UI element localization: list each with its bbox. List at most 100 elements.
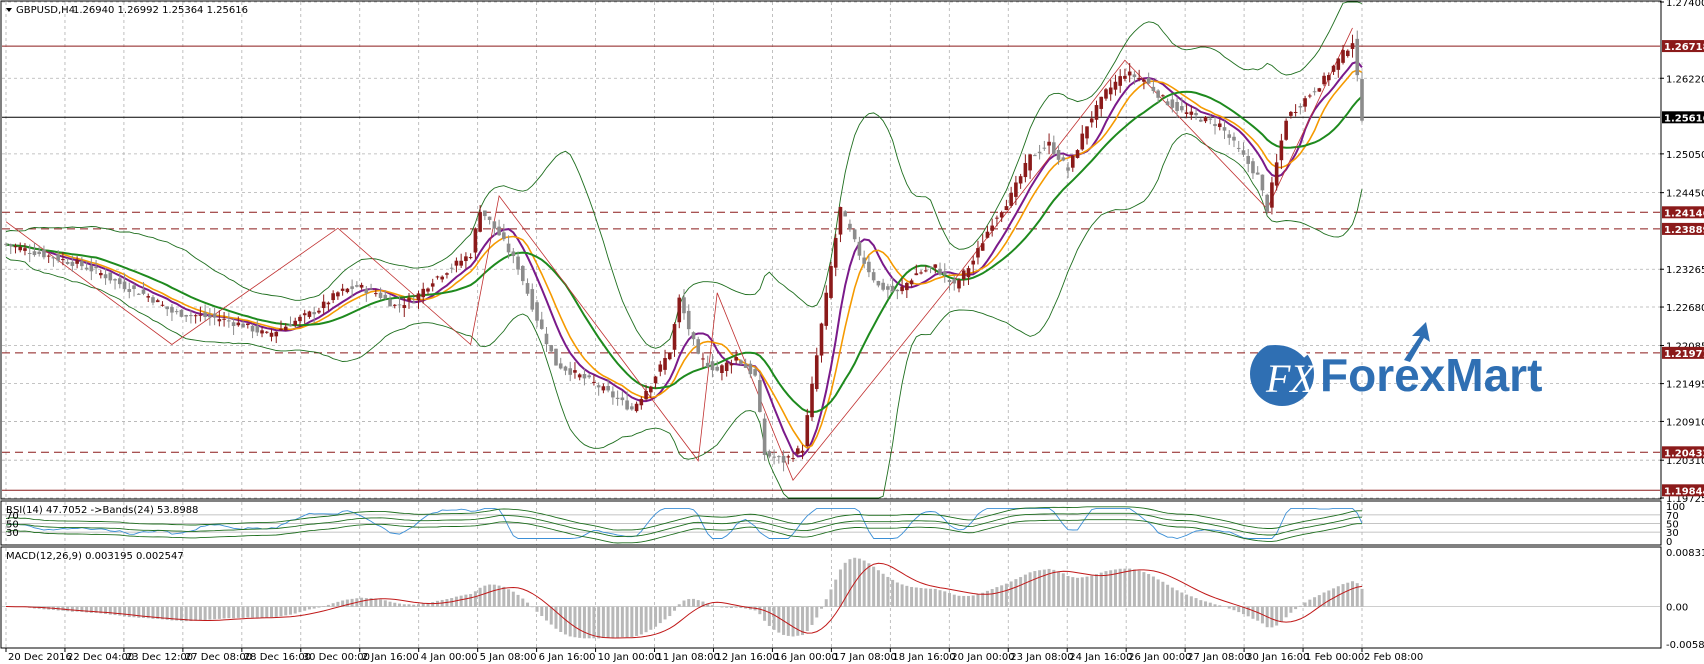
macd-histogram-bar — [265, 606, 269, 618]
symbol-header[interactable]: GBPUSD,H4 1.26940 1.26992 1.25364 1.2561… — [6, 5, 248, 16]
price-tag-label: 1.26718 — [1664, 42, 1704, 53]
candle-body — [23, 248, 27, 251]
candle-body — [402, 305, 407, 308]
macd-histogram-bar — [810, 606, 814, 625]
candle-body — [1246, 156, 1251, 164]
candle-body — [1312, 91, 1317, 93]
macd-histogram-bar — [649, 606, 653, 630]
candle-body — [65, 261, 70, 264]
candle-body — [312, 312, 316, 315]
candle-body — [724, 362, 729, 371]
macd-histogram-bar — [1185, 594, 1189, 607]
candle-body — [582, 374, 587, 379]
candle-body — [971, 260, 976, 265]
macd-histogram-bar — [838, 569, 842, 607]
macd-histogram-bar — [360, 597, 364, 607]
macd-histogram-bar — [89, 606, 93, 613]
time-tick-label: 23 Dec 12:00 — [126, 652, 193, 663]
candle-body — [160, 304, 165, 306]
candle-body — [179, 309, 184, 317]
macd-histogram-bar — [1166, 584, 1170, 607]
candle-body — [691, 332, 696, 340]
macd-histogram-bar — [1360, 588, 1364, 607]
candle-body — [217, 319, 222, 322]
candle-body — [1232, 136, 1236, 141]
macd-histogram-bar — [654, 606, 658, 627]
candle-body — [1274, 162, 1279, 186]
candle-body — [473, 229, 478, 253]
macd-histogram-bar — [326, 604, 330, 607]
candle-body — [511, 251, 516, 257]
candle-body — [483, 210, 487, 217]
macd-histogram-bar — [1355, 583, 1359, 607]
candle-body — [1270, 182, 1274, 208]
candle-body — [1104, 89, 1108, 99]
candle-body — [127, 289, 132, 292]
rsi-line — [5, 507, 1363, 539]
macd-histogram-bar — [469, 594, 473, 607]
macd-histogram-bar — [1256, 606, 1260, 621]
macd-histogram-bar — [75, 606, 79, 612]
macd-histogram-bar — [80, 606, 84, 612]
macd-histogram-bar — [1294, 606, 1298, 610]
candle-body — [1255, 172, 1260, 175]
candle-body — [554, 348, 558, 366]
macd-histogram-bar — [725, 606, 729, 608]
macd-histogram-bar — [1000, 585, 1004, 607]
macd-tick-label: -0.005888 — [1666, 640, 1704, 651]
macd-histogram-bar — [511, 591, 515, 607]
macd-histogram-bar — [416, 604, 420, 607]
candle-body — [355, 285, 359, 287]
candle-body — [924, 270, 928, 272]
macd-histogram-bar — [578, 606, 582, 638]
macd-histogram-bar — [1151, 576, 1155, 607]
candle-body — [1317, 88, 1322, 92]
candle-body — [1308, 95, 1312, 97]
macd-histogram-bar — [535, 606, 539, 612]
logo-circle-icon — [1250, 342, 1314, 406]
macd-histogram-bar — [635, 606, 639, 636]
candle-body — [942, 271, 947, 275]
price-tick-label: 1.26220 — [1666, 74, 1704, 85]
candle-body — [786, 456, 791, 458]
macd-histogram-bar — [848, 559, 852, 607]
candle-body — [720, 365, 724, 374]
candle-body — [516, 256, 520, 270]
macd-histogram-bar — [1099, 572, 1103, 607]
candle-body — [1165, 101, 1170, 106]
candle-body — [359, 284, 364, 288]
candle-body — [1123, 75, 1127, 79]
candle-body — [1222, 127, 1227, 131]
candle-body — [374, 293, 378, 295]
macd-histogram-bar — [203, 606, 207, 620]
candle-body — [544, 333, 549, 345]
candle-body — [13, 246, 18, 248]
candle-body — [753, 369, 757, 376]
candle-body — [857, 241, 862, 256]
macd-histogram-bar — [1161, 581, 1165, 607]
macd-histogram-bar — [895, 582, 899, 607]
macd-histogram-bar — [184, 606, 188, 622]
macd-histogram-bar — [834, 579, 838, 607]
price-tick-label: 1.23265 — [1666, 265, 1704, 276]
macd-histogram-bar — [559, 606, 563, 632]
macd-histogram-bar — [601, 606, 605, 639]
candle-body — [762, 418, 767, 456]
candle-body — [862, 257, 866, 264]
candle-body — [644, 390, 648, 400]
candle-body — [838, 206, 843, 235]
candle-body — [208, 315, 212, 318]
time-tick-label: 6 Jan 16:00 — [539, 652, 596, 663]
candle-body — [928, 266, 933, 268]
macd-histogram-bar — [236, 606, 240, 618]
candle-body — [919, 272, 923, 274]
macd-histogram-bar — [1142, 572, 1146, 607]
candle-body — [667, 352, 672, 360]
macd-histogram-bar — [758, 606, 762, 615]
candle-body — [1028, 154, 1032, 171]
chevron-down-icon[interactable] — [6, 8, 12, 12]
macd-histogram-bar — [625, 606, 629, 638]
macd-histogram-bar — [587, 606, 591, 639]
